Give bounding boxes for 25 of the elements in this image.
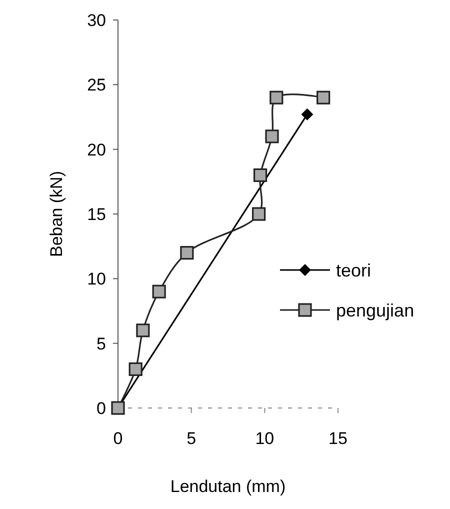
x-tick-label: 15 — [328, 429, 348, 448]
y-tick-label: 30 — [87, 10, 106, 30]
point — [180, 246, 194, 260]
legend-label: teori — [336, 260, 372, 280]
point — [316, 90, 330, 104]
point — [152, 284, 166, 298]
x-tick-label: 0 — [113, 429, 123, 448]
y-tick-label: 25 — [87, 76, 106, 95]
y-tick-label: 5 — [96, 334, 106, 354]
x-tick-label: 10 — [255, 429, 274, 448]
point — [136, 324, 150, 338]
legend-label: pengujian — [336, 300, 414, 320]
point — [270, 90, 284, 104]
point — [252, 207, 266, 221]
y-tick-label: 20 — [87, 140, 106, 160]
y-tick-label: 0 — [96, 398, 106, 418]
point — [128, 362, 142, 376]
y-tick-label: 10 — [87, 270, 106, 289]
point — [301, 108, 314, 120]
point — [253, 168, 268, 182]
x-tick-label: 5 — [186, 429, 196, 448]
x-axis-title: Lendutan (mm) — [170, 477, 286, 496]
y-axis-title: Beban (kN) — [47, 171, 66, 257]
y-tick-label: 15 — [87, 204, 106, 224]
point — [265, 130, 279, 144]
